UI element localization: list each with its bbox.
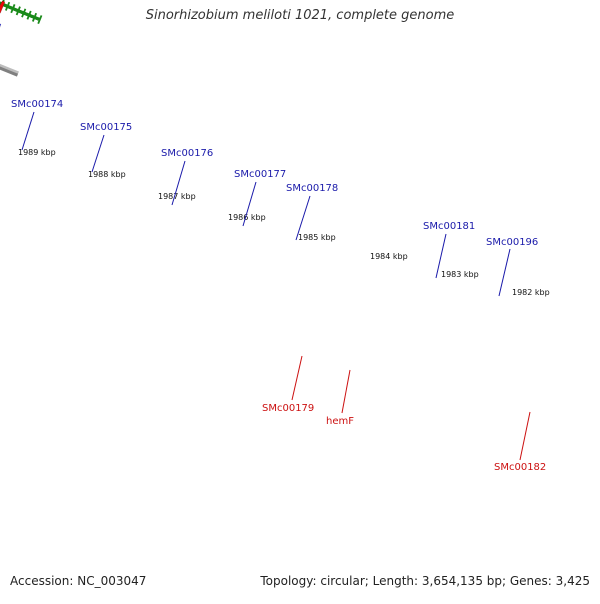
genome-backbone-shadow: [0, 25, 18, 73]
gene-label-SMc00174[interactable]: SMc00174: [11, 99, 63, 110]
gene-label-SMc00179[interactable]: SMc00179: [262, 403, 314, 414]
gene-label-SMc00178[interactable]: SMc00178: [286, 183, 338, 194]
gene-label-SMc00182[interactable]: SMc00182: [494, 462, 546, 473]
gene-label-hemF[interactable]: hemF: [326, 416, 354, 427]
leader-line-9: [520, 412, 530, 460]
gene-label-SMc00177[interactable]: SMc00177: [234, 169, 286, 180]
gene-label-SMc00175[interactable]: SMc00175: [80, 122, 132, 133]
gene-label-SMc00181[interactable]: SMc00181: [423, 221, 475, 232]
gene-label-SMc00196[interactable]: SMc00196: [486, 237, 538, 248]
gene-labels: SMc00174 SMc00175 SMc00176 SMc00177 SMc0…: [11, 99, 546, 473]
genome-title: Sinorhizobium meliloti 1021, complete ge…: [0, 8, 600, 23]
leader-line-6: [499, 249, 510, 296]
leader-line-8: [342, 370, 350, 413]
tick-label-1989: 1989 kbp: [18, 148, 56, 157]
tick-label-1984: 1984 kbp: [370, 252, 408, 261]
tick-label-1988: 1988 kbp: [88, 170, 126, 179]
tick-label-1985: 1985 kbp: [298, 233, 336, 242]
tick-label-1983: 1983 kbp: [441, 270, 479, 279]
leader-line-7: [292, 356, 302, 400]
accession-text: Accession: NC_003047: [10, 574, 146, 588]
leader-line-1: [92, 135, 104, 172]
tick-label-1982: 1982 kbp: [512, 288, 550, 297]
leader-line-0: [22, 112, 34, 150]
tick-label-1987: 1987 kbp: [158, 192, 196, 201]
gene-label-SMc00176[interactable]: SMc00176: [161, 148, 213, 159]
genome-summary-text: Topology: circular; Length: 3,654,135 bp…: [260, 574, 590, 588]
gene-arrow-blue-16: [0, 23, 1, 35]
